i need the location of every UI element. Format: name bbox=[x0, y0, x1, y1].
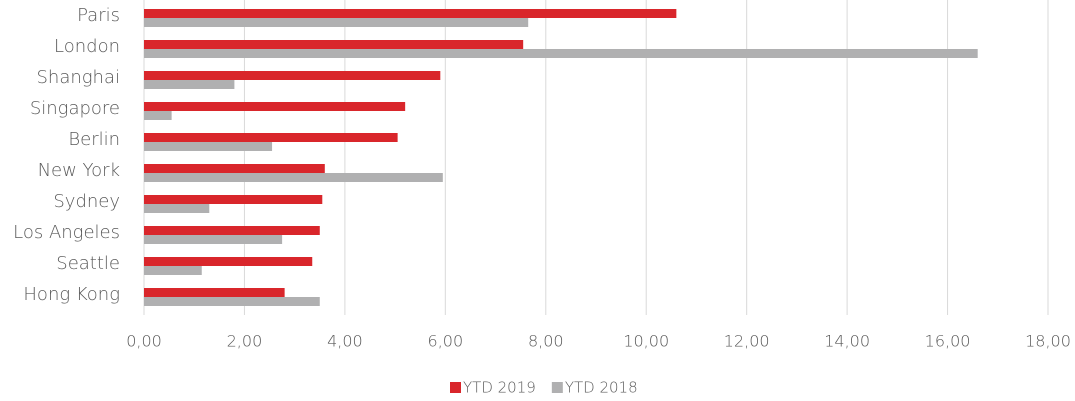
y-tick-label: Berlin bbox=[68, 129, 120, 150]
bar bbox=[144, 173, 443, 182]
y-tick-label: Paris bbox=[77, 5, 120, 26]
bar bbox=[144, 142, 273, 151]
x-tick-label: 12,00 bbox=[724, 332, 770, 351]
y-tick-label: Sydney bbox=[53, 191, 120, 212]
bar bbox=[144, 18, 529, 27]
x-tick-label: 0,00 bbox=[126, 332, 162, 351]
legend-label: YTD 2019 bbox=[463, 379, 536, 397]
y-tick-label: London bbox=[54, 36, 120, 57]
y-tick-label: Hong Kong bbox=[23, 284, 120, 305]
x-tick-label: 2,00 bbox=[227, 332, 263, 351]
x-tick-label: 10,00 bbox=[623, 332, 669, 351]
x-tick-label: 4,00 bbox=[327, 332, 363, 351]
bar bbox=[144, 102, 406, 111]
bar bbox=[144, 133, 398, 142]
x-tick-label: 16,00 bbox=[925, 332, 971, 351]
bar bbox=[144, 226, 320, 235]
bar bbox=[144, 40, 524, 49]
bar bbox=[144, 9, 677, 18]
bar bbox=[144, 195, 323, 204]
bar bbox=[144, 297, 320, 306]
bar bbox=[144, 49, 978, 58]
y-tick-label: Los Angeles bbox=[13, 222, 120, 243]
y-tick-label: New York bbox=[38, 160, 120, 181]
bar bbox=[144, 80, 235, 89]
legend-swatch bbox=[551, 382, 563, 393]
y-tick-label: Seattle bbox=[56, 253, 120, 274]
y-tick-label: Shanghai bbox=[36, 67, 120, 88]
bar bbox=[144, 288, 285, 297]
bar bbox=[144, 257, 313, 266]
x-tick-label: 18,00 bbox=[1025, 332, 1071, 351]
bar bbox=[144, 71, 441, 80]
bar bbox=[144, 235, 283, 244]
bar bbox=[144, 266, 202, 275]
x-tick-label: 6,00 bbox=[428, 332, 464, 351]
bar bbox=[144, 204, 210, 213]
x-tick-label: 14,00 bbox=[824, 332, 870, 351]
bar bbox=[144, 111, 172, 120]
bar bbox=[144, 164, 325, 173]
legend-label: YTD 2018 bbox=[565, 379, 638, 397]
legend-swatch bbox=[450, 382, 461, 393]
y-tick-label: Singapore bbox=[30, 98, 120, 119]
x-tick-label: 8,00 bbox=[528, 332, 564, 351]
